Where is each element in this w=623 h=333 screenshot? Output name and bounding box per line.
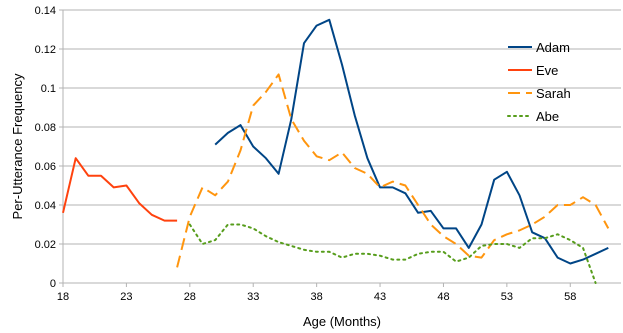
series-lines xyxy=(62,18,610,284)
y-tick-label: 0.12 xyxy=(35,44,56,56)
y-tick-label: 0.14 xyxy=(35,5,56,17)
y-tick-label: 0.1 xyxy=(41,83,56,95)
y-tick-label: 0.06 xyxy=(35,161,56,173)
series-line-abe xyxy=(188,223,597,284)
legend-label-abe: Abe xyxy=(536,109,559,124)
legend-label-sarah: Sarah xyxy=(536,86,571,101)
series-line-adam xyxy=(214,18,609,265)
y-tick-label: 0.04 xyxy=(35,200,56,212)
x-tick-label: 18 xyxy=(57,291,69,303)
x-tick-label: 48 xyxy=(437,291,449,303)
y-axis-title: Per-Utterance Frequency xyxy=(10,73,25,219)
y-tick-label: 0.02 xyxy=(35,239,56,251)
x-tick-label: 43 xyxy=(374,291,386,303)
axes: 0 0.02 0.04 0.06 0.08 0.1 0.12 0.14 18 23 28 33 38 43… xyxy=(35,5,621,303)
legend-label-adam: Adam xyxy=(536,40,570,55)
x-tick-label: 38 xyxy=(311,291,323,303)
y-tick-label: 0 xyxy=(50,278,56,290)
x-tick-label: 28 xyxy=(184,291,196,303)
legend-label-eve: Eve xyxy=(536,63,558,78)
x-tick-label: 23 xyxy=(120,291,132,303)
x-axis-title: Age (Months) xyxy=(303,314,381,329)
x-tick-label: 53 xyxy=(501,291,513,303)
series-line-sarah xyxy=(176,73,610,268)
grid-lines xyxy=(63,9,621,284)
series-line-eve xyxy=(62,157,178,222)
y-tick-label: 0.08 xyxy=(35,122,56,134)
x-tick-label: 58 xyxy=(564,291,576,303)
legend: Adam Eve Sarah Abe xyxy=(507,40,571,124)
x-tick-label: 33 xyxy=(247,291,259,303)
